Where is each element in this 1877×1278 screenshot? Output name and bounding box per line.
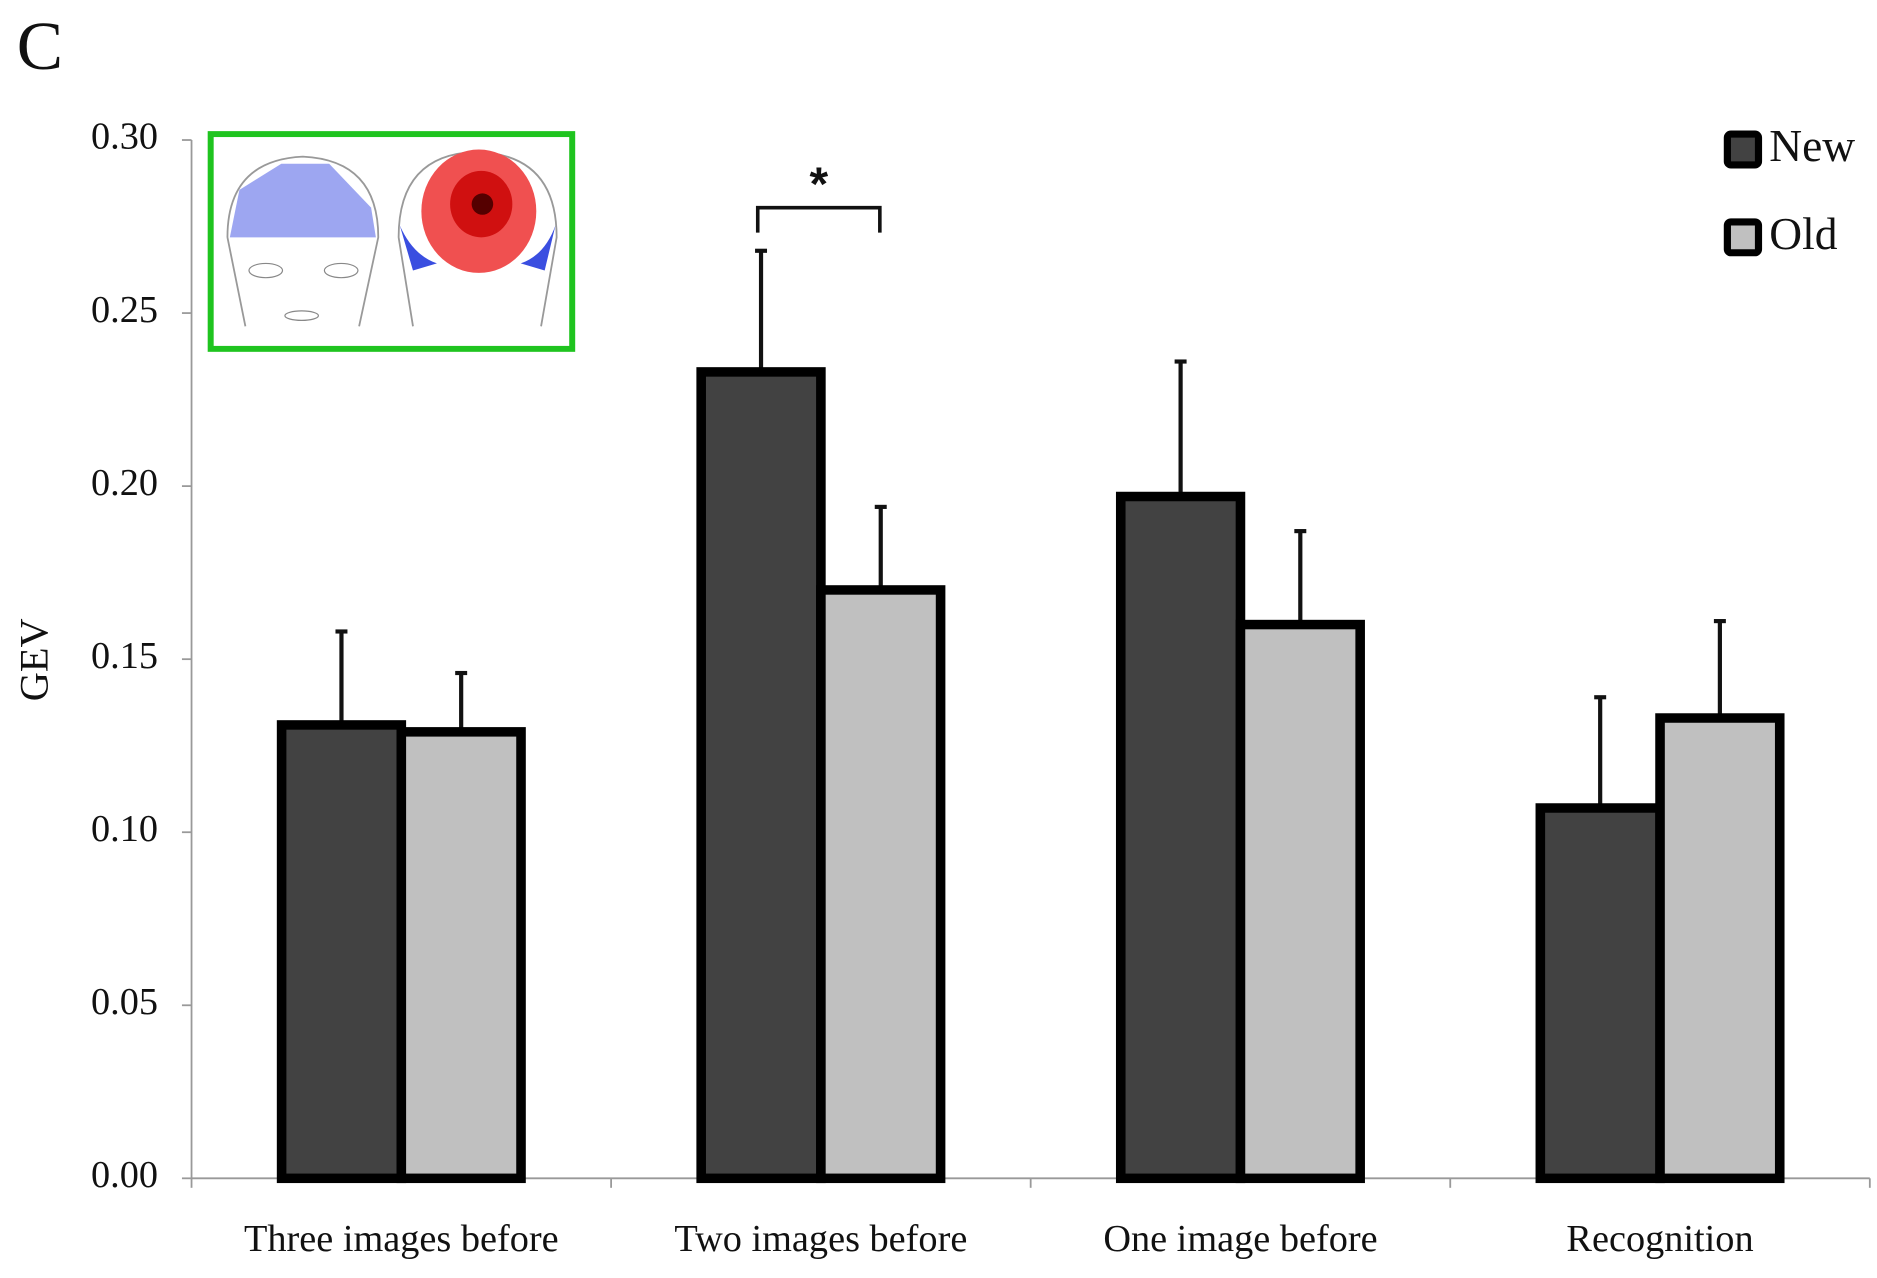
y-tick-label: 0.30	[91, 116, 158, 158]
y-tick-label: 0.10	[91, 808, 158, 850]
topomap-inset	[211, 134, 573, 349]
x-tick-label: One image before	[1103, 1218, 1377, 1260]
bar	[1121, 497, 1241, 1179]
x-tick-label: Two images before	[674, 1218, 967, 1260]
bar	[1240, 625, 1360, 1179]
page: C GEV * 0.00 0.05 0.10 0.15 0.20 0.25 0.30 Thre…	[0, 0, 1877, 1278]
y-tick-label: 0.15	[91, 635, 158, 677]
legend-label: New	[1769, 121, 1855, 171]
bar	[1540, 808, 1660, 1178]
legend-label: Old	[1769, 209, 1838, 259]
legend-swatch	[1727, 222, 1758, 253]
bar	[821, 590, 941, 1178]
legend-swatch	[1727, 134, 1758, 165]
y-tick-label: 0.25	[91, 289, 158, 331]
y-axis-label: GEV	[11, 618, 56, 701]
y-tick-label: 0.20	[91, 462, 158, 504]
bar	[282, 725, 402, 1178]
bar	[401, 732, 521, 1178]
significance-star: *	[809, 158, 828, 211]
bar	[1660, 718, 1780, 1178]
y-tick-label: 0.00	[91, 1154, 158, 1196]
bar	[701, 372, 821, 1178]
x-tick-label: Recognition	[1566, 1218, 1753, 1260]
x-tick-label: Three images before	[244, 1218, 559, 1260]
y-tick-label: 0.05	[91, 981, 158, 1023]
significance-bracket	[758, 208, 880, 233]
panel-label: C	[17, 7, 63, 84]
chart: C GEV * 0.00 0.05 0.10 0.15 0.20 0.25 0.30 Thre…	[0, 0, 1877, 1278]
